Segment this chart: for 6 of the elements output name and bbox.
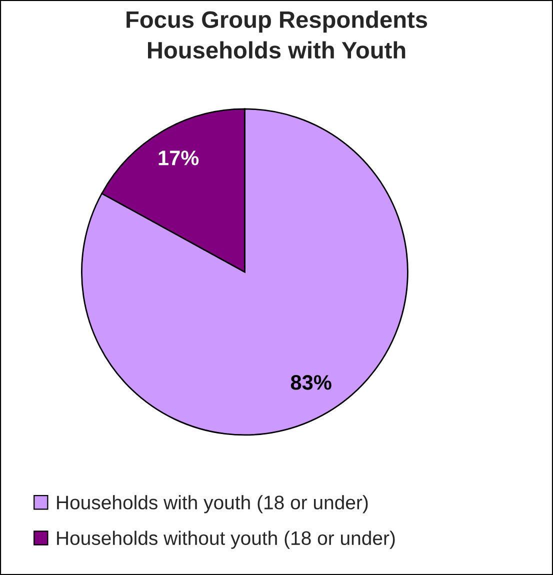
legend-label: Households without youth (18 or under) — [57, 530, 395, 549]
chart-title: Focus Group Respondents Households with Youth — [126, 10, 428, 59]
data-label: 17% — [158, 150, 199, 166]
pie-slice — [81, 108, 408, 436]
data-label: 83% — [290, 375, 332, 390]
legend-label: Households with youth (18 or under) — [57, 495, 368, 514]
